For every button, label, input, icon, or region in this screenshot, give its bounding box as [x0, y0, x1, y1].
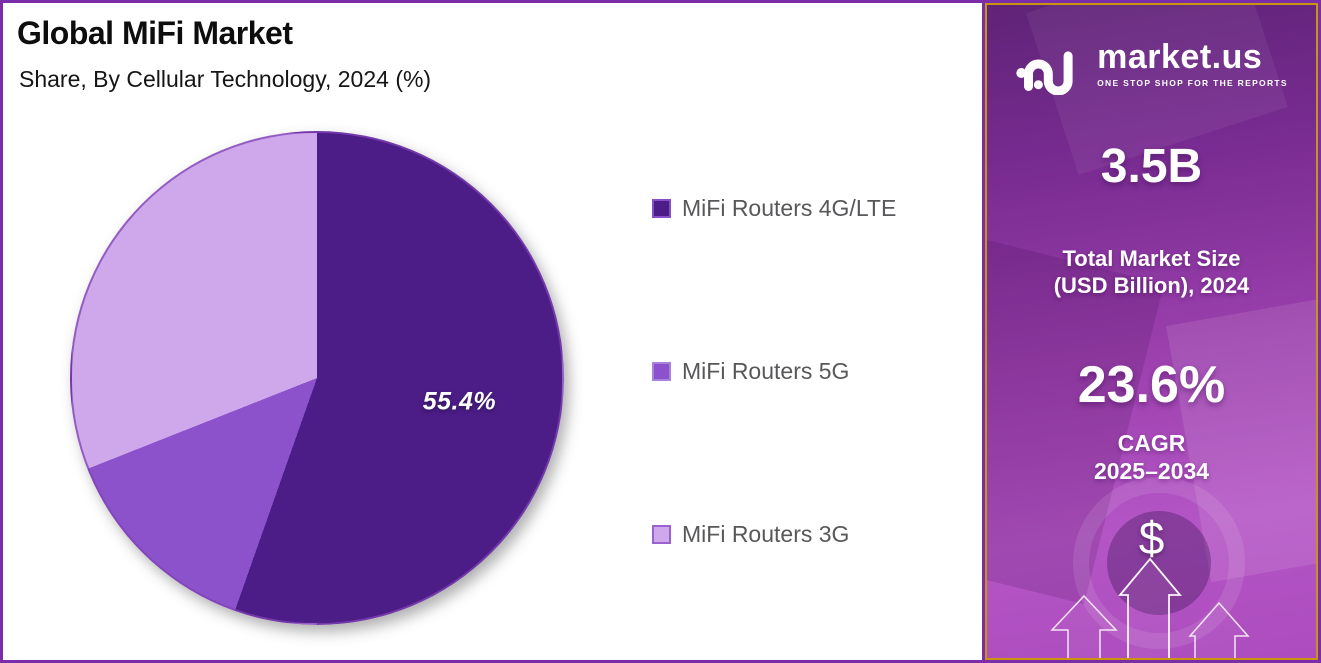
legend-item-3g: MiFi Routers 3G — [652, 519, 982, 549]
legend-marker-3g — [652, 524, 671, 544]
chart-legend: MiFi Routers 4G/LTE MiFi Routers 5G MiFi… — [652, 193, 982, 549]
market-size-label-line2: (USD Billion), 2024 — [1053, 273, 1250, 298]
marketus-logo: market.us ONE STOP SHOP FOR THE REPORTS — [987, 33, 1316, 95]
cagr-label-line2: 2025–2034 — [1093, 458, 1210, 484]
dollar-icon: $ — [1138, 512, 1165, 564]
pie-chart: 55.4% — [70, 131, 564, 625]
brand-name: market.us — [1097, 38, 1263, 76]
pie-circle — [70, 131, 564, 625]
market-size-value: 3.5B — [1100, 140, 1203, 193]
cagr-value: 23.6% — [1077, 356, 1226, 414]
legend-label: MiFi Routers 5G — [682, 357, 850, 384]
marketus-logo-text: market.us ONE STOP SHOP FOR THE REPORTS — [1097, 40, 1288, 88]
page-title: Global MiFi Market — [17, 15, 293, 51]
legend-label: MiFi Routers 3G — [682, 520, 850, 547]
marketus-logo-icon — [1016, 51, 1073, 95]
pie-slice-label: 55.4% — [422, 387, 497, 416]
brand-tagline: ONE STOP SHOP FOR THE REPORTS — [1097, 78, 1288, 88]
chart-area: Global MiFi Market Share, By Cellular Te… — [3, 3, 985, 660]
legend-marker-4g-lte — [652, 198, 671, 218]
market-size-label: Total Market Size (USD Billion), 2024 — [987, 245, 1316, 299]
legend-item-5g: MiFi Routers 5G — [652, 356, 982, 386]
legend-item-4g-lte: MiFi Routers 4G/LTE — [652, 193, 982, 223]
cagr-label-line1: CAGR — [1117, 430, 1186, 456]
sidebar: market.us ONE STOP SHOP FOR THE REPORTS … — [985, 3, 1318, 660]
cagr-label: CAGR 2025–2034 — [987, 429, 1316, 485]
chart-subtitle: Share, By Cellular Technology, 2024 (%) — [19, 66, 432, 92]
legend-label: MiFi Routers 4G/LTE — [682, 194, 897, 221]
legend-marker-5g — [652, 361, 671, 381]
market-size-label-line1: Total Market Size — [1062, 246, 1241, 271]
growth-arrows-icon — [1050, 557, 1250, 658]
